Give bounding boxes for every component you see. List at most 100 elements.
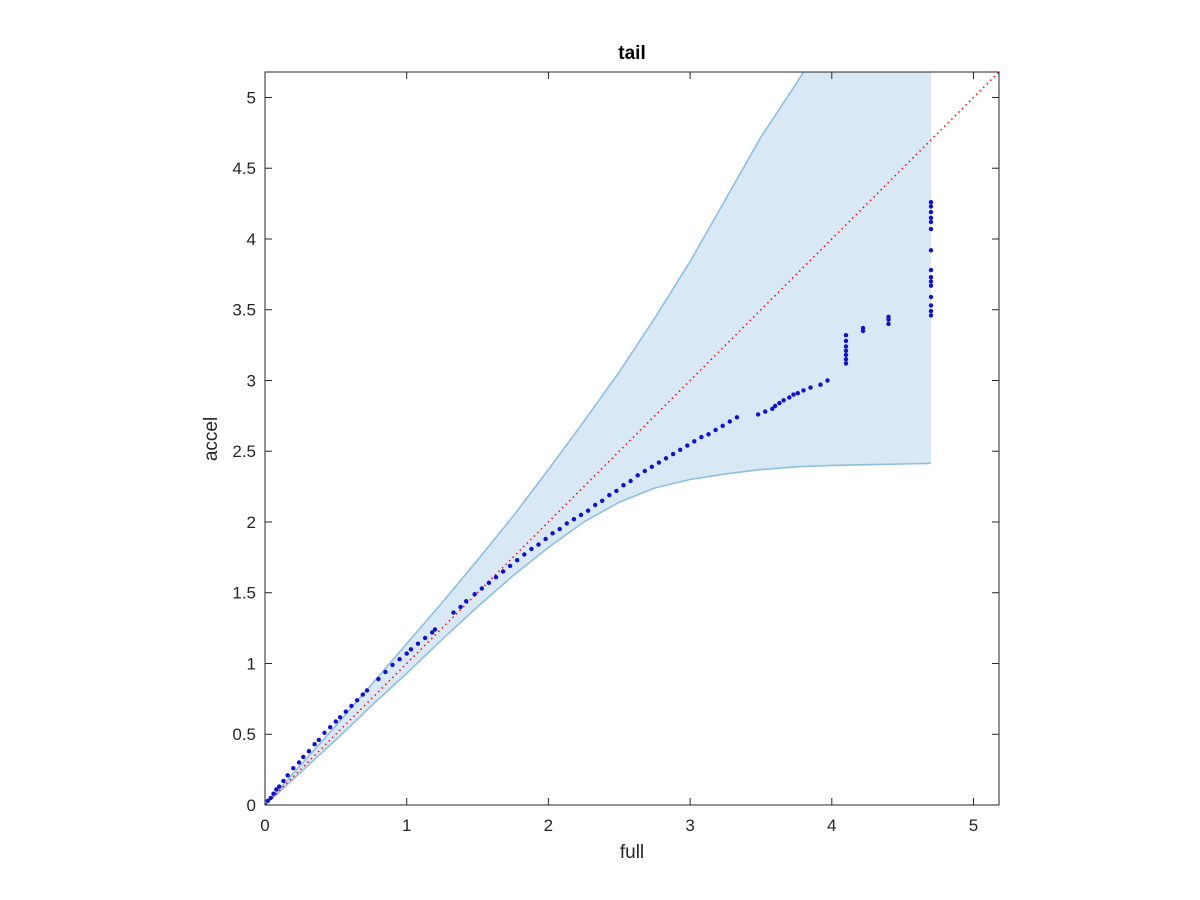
data-point	[296, 760, 302, 765]
data-point	[628, 478, 633, 484]
x-axis-label: full	[620, 842, 644, 863]
data-point	[328, 725, 333, 730]
data-point	[928, 303, 934, 308]
data-point	[621, 483, 626, 488]
data-point	[928, 248, 934, 253]
x-tick-label: 4	[827, 816, 836, 835]
data-point	[808, 385, 813, 390]
data-point	[500, 569, 506, 574]
data-point	[557, 526, 562, 532]
data-point	[408, 647, 414, 652]
data-point	[699, 434, 704, 440]
data-point	[493, 575, 499, 580]
data-point	[663, 456, 669, 461]
chart-title: tail	[618, 43, 645, 64]
data-point	[928, 308, 934, 314]
y-tick-label: 0.5	[232, 725, 256, 744]
confidence-band-upper-edge	[265, 72, 805, 805]
data-point	[843, 352, 849, 358]
data-point	[322, 730, 327, 735]
data-point	[422, 635, 428, 641]
data-point	[277, 784, 282, 789]
data-point	[678, 447, 683, 452]
data-point	[928, 204, 934, 209]
data-point	[354, 698, 360, 703]
data-point	[649, 464, 654, 469]
data-point	[397, 657, 402, 662]
data-point	[529, 546, 534, 552]
data-point	[271, 791, 276, 796]
data-point	[706, 432, 711, 437]
y-tick-label: 2.5	[232, 442, 256, 461]
data-point	[458, 604, 463, 610]
plot-area	[265, 72, 999, 805]
data-point	[755, 412, 761, 417]
data-point	[843, 361, 849, 366]
data-point	[886, 314, 891, 319]
data-point	[571, 517, 577, 522]
data-point	[333, 719, 338, 724]
data-point	[376, 676, 381, 682]
data-point	[543, 536, 548, 542]
data-point	[860, 325, 866, 331]
x-tick-label: 5	[969, 816, 978, 835]
data-point	[607, 492, 612, 498]
data-point	[291, 766, 296, 771]
data-point	[801, 388, 806, 393]
data-point	[451, 610, 456, 615]
data-point	[843, 333, 849, 338]
data-point	[515, 558, 520, 563]
data-point	[265, 802, 268, 805]
data-point	[507, 563, 513, 569]
data-point	[928, 209, 934, 215]
y-axis-ticks: 0 0.5 1 1.5 2 2.5 3 3.5 4 4.5 5	[232, 88, 999, 815]
y-tick-label: 5	[247, 88, 256, 107]
data-point	[349, 703, 354, 709]
data-point	[265, 798, 270, 803]
data-point	[843, 338, 849, 344]
data-point	[522, 552, 527, 557]
data-point	[795, 391, 800, 396]
data-point	[787, 395, 792, 400]
data-point	[734, 415, 740, 420]
data-point	[316, 737, 321, 743]
data-point	[343, 709, 348, 714]
data-point	[479, 586, 484, 591]
y-tick-label: 1.5	[232, 584, 256, 603]
data-point	[825, 378, 830, 383]
axes-box	[264, 71, 1000, 806]
data-point	[928, 267, 934, 273]
data-point	[486, 580, 492, 585]
data-point	[360, 692, 365, 697]
data-point	[720, 423, 725, 428]
data-point	[472, 592, 477, 597]
data-point	[928, 294, 934, 300]
data-point	[585, 508, 591, 513]
data-point	[763, 409, 768, 414]
data-point	[818, 382, 823, 387]
data-point	[364, 688, 370, 693]
data-point	[886, 321, 891, 327]
data-point	[670, 451, 676, 457]
data-point	[770, 406, 775, 411]
data-point	[843, 344, 849, 349]
x-tick-label: 0	[260, 816, 269, 835]
data-point	[928, 219, 934, 225]
data-point	[727, 419, 732, 424]
data-point	[550, 531, 555, 536]
data-point	[464, 599, 469, 604]
data-point	[928, 283, 934, 288]
data-point	[791, 392, 796, 397]
data-point	[614, 488, 619, 494]
data-point	[281, 778, 286, 784]
x-tick-label: 1	[402, 816, 411, 835]
scatter-points	[265, 200, 934, 805]
data-point	[564, 521, 569, 526]
data-point	[772, 403, 778, 409]
y-tick-label: 4	[247, 230, 256, 249]
y-tick-label: 0	[247, 796, 256, 815]
data-point	[692, 439, 697, 444]
data-point	[306, 749, 312, 754]
data-point	[781, 398, 786, 403]
